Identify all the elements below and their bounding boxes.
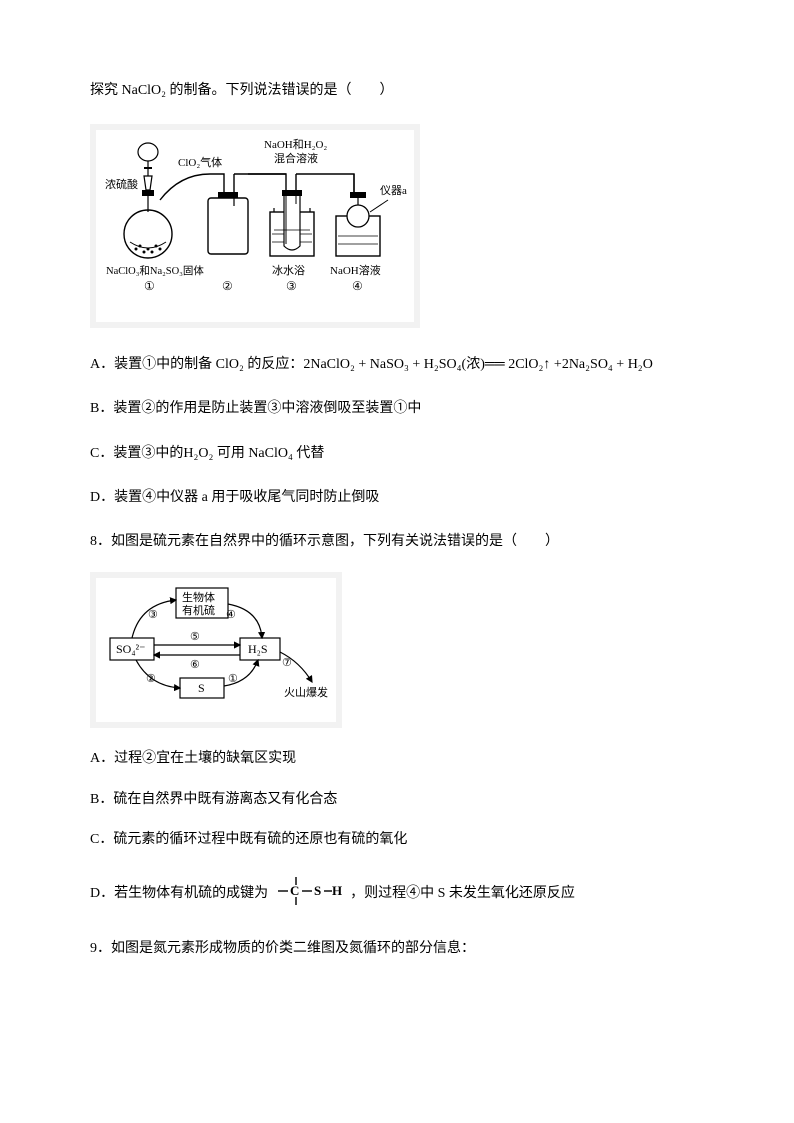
svg-text:C: C xyxy=(290,883,299,898)
q9-stem: 9．如图是氮元素形成物质的价类二维图及氮循环的部分信息： xyxy=(90,938,704,960)
label-bottom1a: NaClO₃和Na₂SO₃固体 xyxy=(106,265,204,277)
node2: SO₄²⁻ xyxy=(116,642,145,656)
bond-structure-icon: C S H xyxy=(274,873,344,915)
q8-optB-text: B．硫在自然界中既有游离态又有化合态 xyxy=(90,792,337,807)
q7-optC-text: C．装置③中的H₂O₂ 可用 NaClO₄ 代替 xyxy=(90,446,324,461)
label-bottom3n: ③ xyxy=(286,279,297,293)
label-acid: 浓硫酸 xyxy=(105,177,138,191)
q7-option-d: D．装置④中仪器 a 用于吸收尾气同时防止倒吸 xyxy=(90,487,704,509)
q8-option-c: C．硫元素的循环过程中既有硫的还原也有硫的氧化 xyxy=(90,829,704,851)
label-gas: ClO₂气体 xyxy=(178,155,222,169)
q8-optC-text: C．硫元素的循环过程中既有硫的还原也有硫的氧化 xyxy=(90,832,407,847)
q8-option-d: D．若生物体有机硫的成键为 C S H ，则过程④中 S 未发生氧化还原反应 xyxy=(90,873,704,915)
q7-stem-text: 探究 NaClO₂ 的制备。下列说法错误的是（ ） xyxy=(90,83,394,98)
label-mix2: 混合溶液 xyxy=(274,151,318,165)
label-bottom2n: ② xyxy=(222,279,233,293)
q8-option-b: B．硫在自然界中既有游离态又有化合态 xyxy=(90,789,704,811)
q8-option-a: A．过程②宜在土壤的缺氧区实现 xyxy=(90,748,704,770)
q7-apparatus-diagram: 浓硫酸 ClO₂气体 NaOH和H₂O₂ 混合溶液 仪器a NaClO₃和Na₂… xyxy=(100,134,410,309)
q7-optB-text: B．装置②的作用是防止装置③中溶液倒吸至装置①中 xyxy=(90,401,421,416)
q7-option-c: C．装置③中的H₂O₂ 可用 NaClO₄ 代替 xyxy=(90,443,704,465)
n1: ① xyxy=(228,673,238,685)
node1a: 生物体 xyxy=(182,590,215,604)
q7-stem: 探究 NaClO₂ 的制备。下列说法错误的是（ ） xyxy=(90,80,704,102)
q8-diagram-wrapper: 生物体 有机硫 SO₄²⁻ H₂S S ③ ④ ⑤ xyxy=(90,572,342,728)
label-bottom1n: ① xyxy=(144,279,155,293)
q7-diagram-wrapper: 浓硫酸 ClO₂气体 NaOH和H₂O₂ 混合溶液 仪器a NaClO₃和Na₂… xyxy=(90,124,420,327)
q8-optD-pre: D．若生物体有机硫的成键为 xyxy=(90,883,268,905)
node1b: 有机硫 xyxy=(182,603,215,617)
n6: ⑥ xyxy=(190,659,200,671)
n4: ④ xyxy=(226,609,236,621)
n7: ⑦ xyxy=(282,657,292,669)
label-bottom4a: NaOH溶液 xyxy=(330,263,381,277)
q7-optD-text: D．装置④中仪器 a 用于吸收尾气同时防止倒吸 xyxy=(90,490,379,505)
q8-stem-text: 8．如图是硫元素在自然界中的循环示意图，下列有关说法错误的是（ ） xyxy=(90,534,559,549)
q8-cycle-diagram: 生物体 有机硫 SO₄²⁻ H₂S S ③ ④ ⑤ xyxy=(100,582,332,710)
q7-option-b: B．装置②的作用是防止装置③中溶液倒吸至装置①中 xyxy=(90,398,704,420)
q8-optD-post: ，则过程④中 S 未发生氧化还原反应 xyxy=(350,883,575,905)
q8-stem: 8．如图是硫元素在自然界中的循环示意图，下列有关说法错误的是（ ） xyxy=(90,531,704,553)
n3: ③ xyxy=(148,609,158,621)
node3: H₂S xyxy=(248,642,268,656)
q7-optA-prefix: A．装置①中的制备 ClO₂ 的反应： xyxy=(90,357,303,372)
n5: ⑤ xyxy=(190,631,200,643)
q7-optA-eq: 2NaClO₂ + NaSO₃ + H₂SO₄(浓)══ 2ClO₂↑ +2Na… xyxy=(303,357,652,372)
node4: S xyxy=(198,681,205,695)
label-mix1: NaOH和H₂O₂ xyxy=(264,138,327,151)
label-bottom3a: 冰水浴 xyxy=(272,264,305,277)
svg-text:S: S xyxy=(314,883,321,898)
label-apparatus: 仪器a xyxy=(380,184,407,197)
q7-option-a: A．装置①中的制备 ClO₂ 的反应：2NaClO₂ + NaSO₃ + H₂S… xyxy=(90,354,704,376)
q8-optA-text: A．过程②宜在土壤的缺氧区实现 xyxy=(90,751,296,766)
svg-text:H: H xyxy=(332,883,342,898)
label-bottom4n: ④ xyxy=(352,279,363,293)
volcano-label: 火山爆发 xyxy=(284,685,328,699)
n2: ② xyxy=(146,673,156,685)
q9-stem-text: 9．如图是氮元素形成物质的价类二维图及氮循环的部分信息： xyxy=(90,941,475,956)
